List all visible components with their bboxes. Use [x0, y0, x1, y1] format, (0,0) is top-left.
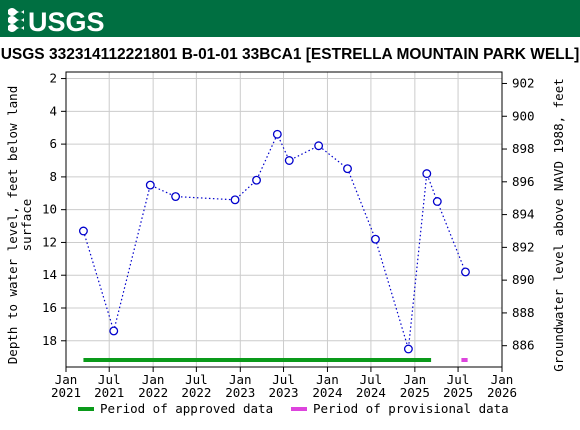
- data-point: [272, 129, 282, 139]
- legend: Period of approved data Period of provis…: [78, 401, 509, 416]
- y-axis-right-label: Groundwater level above NAVD 1988, feet: [551, 78, 566, 372]
- chart-title: USGS 332314112221801 B-01-01 33BCA1 [EST…: [1, 46, 580, 63]
- x-tick-label-year: 2026: [487, 385, 517, 400]
- left-tick-label: 18: [42, 333, 57, 348]
- series-line: [82, 132, 467, 350]
- x-tick-label-month: Jan: [55, 372, 78, 387]
- left-tick-label: 10: [42, 202, 57, 217]
- data-point: [78, 226, 88, 236]
- right-tick-label: 888: [512, 305, 535, 320]
- data-point: [403, 344, 413, 354]
- x-tick-label-month: Jan: [404, 372, 427, 387]
- right-tick-label: 894: [512, 207, 535, 222]
- x-tick-label-year: 2021: [94, 385, 124, 400]
- y-axis-left-label-line2: surface: [19, 199, 34, 252]
- y-axis-left-label-line1: Depth to water level, feet below land: [5, 86, 20, 364]
- x-tick-label-month: Jul: [272, 372, 295, 387]
- x-tick-label-month: Jul: [447, 372, 470, 387]
- x-tick-label-year: 2025: [400, 385, 430, 400]
- data-point: [371, 234, 380, 244]
- right-tick-label: 890: [512, 272, 535, 287]
- right-axis: 886 888 890 892 894 896 898 900 902: [502, 75, 535, 353]
- right-tick-label: 886: [512, 338, 535, 353]
- x-tick-label-year: 2023: [225, 385, 255, 400]
- left-tick-label: 2: [49, 71, 57, 86]
- left-tick-label: 6: [49, 136, 57, 151]
- usgs-logo-icon: [8, 8, 24, 32]
- usgs-logo-text: USGS: [28, 7, 105, 37]
- data-point: [252, 175, 261, 185]
- data-point: [432, 197, 442, 206]
- usgs-header-bar: [0, 0, 580, 37]
- x-tick-label-year: 2024: [356, 385, 386, 400]
- left-tick-label: 4: [49, 103, 57, 118]
- right-tick-label: 900: [512, 108, 535, 123]
- data-point: [461, 267, 470, 277]
- x-tick-label-month: Jan: [229, 372, 252, 387]
- left-tick-label: 16: [42, 300, 57, 315]
- x-tick-label-year: 2022: [138, 385, 168, 400]
- left-tick-label: 14: [42, 267, 57, 282]
- right-tick-label: 902: [512, 75, 535, 90]
- data-point: [343, 164, 352, 174]
- x-tick-label-year: 2022: [181, 385, 211, 400]
- x-tick-label-year: 2023: [268, 385, 298, 400]
- x-tick-label-year: 2025: [443, 385, 473, 400]
- data-point: [145, 180, 155, 190]
- x-tick-label-month: Jan: [316, 372, 339, 387]
- right-tick-label: 892: [512, 239, 535, 254]
- grid-lines: [65, 72, 503, 367]
- right-tick-label: 898: [512, 141, 535, 156]
- x-tick-label-month: Jan: [491, 372, 514, 387]
- left-axis: 2 4 6 8 10 12 14 16 18: [42, 71, 66, 348]
- legend-provisional-label: Period of provisional data: [313, 401, 509, 416]
- series-depth-to-water: [78, 129, 470, 354]
- data-point: [422, 169, 432, 179]
- x-tick-label-month: Jul: [360, 372, 383, 387]
- x-tick-label-month: Jul: [185, 372, 208, 387]
- left-tick-label: 8: [49, 169, 57, 184]
- right-tick-label: 896: [512, 174, 535, 189]
- x-axis: Jan2021Jul2021Jan2022Jul2022Jan2023Jul20…: [51, 367, 517, 400]
- x-tick-label-year: 2024: [312, 385, 342, 400]
- legend-approved-label: Period of approved data: [100, 401, 273, 416]
- x-tick-label-month: Jul: [98, 372, 121, 387]
- data-point: [109, 326, 119, 336]
- left-tick-label: 12: [42, 234, 57, 249]
- data-point: [230, 195, 240, 205]
- data-point: [171, 192, 181, 202]
- x-tick-label-month: Jan: [142, 372, 165, 387]
- x-tick-label-year: 2021: [51, 385, 81, 400]
- data-point: [314, 141, 324, 151]
- data-point: [284, 156, 294, 165]
